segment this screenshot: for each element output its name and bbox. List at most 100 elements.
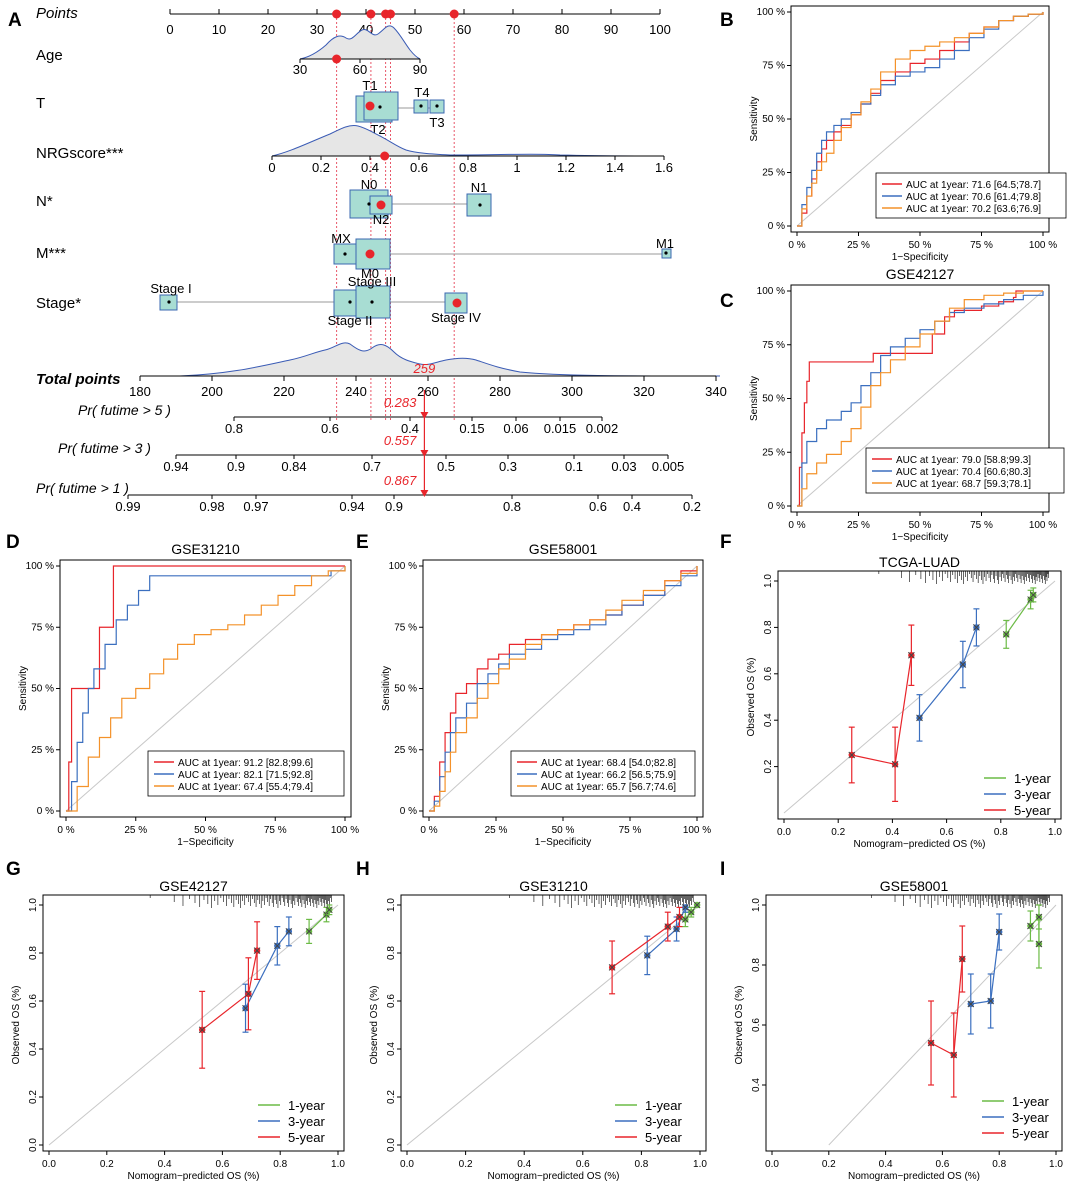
x-tick-label: 50 % (552, 825, 575, 836)
total-tick-label: 240 (345, 384, 367, 399)
M-selected-dot (365, 249, 375, 259)
probability-tick-label: 0.84 (281, 459, 306, 474)
probability-tick-label: 0.2 (683, 499, 701, 514)
calibration-line-blue (244, 931, 290, 1009)
x-tick-label: 0.8 (273, 1159, 287, 1170)
points-tick-label: 10 (212, 22, 226, 37)
chart-title: TCGA-LUAD (880, 0, 961, 3)
y-tick-label: 0.6 (751, 1018, 762, 1032)
y-axis-label: Sensitivity (749, 96, 760, 141)
panel-letter-i: I (720, 859, 725, 880)
nrgscore-density-curve (271, 125, 665, 157)
plot-frame (400, 894, 707, 1152)
calibration-cross (1029, 591, 1037, 599)
probability-tick-label: 0.002 (586, 421, 619, 436)
age-tick-label: 60 (353, 62, 367, 77)
calibration-cross (693, 901, 701, 909)
calibration-cross (950, 1051, 958, 1059)
nomogram-var-label: Stage* (36, 295, 81, 312)
calibration-cross (245, 990, 252, 998)
points-tick-label: 0 (166, 22, 173, 37)
y-tick-label: 0.8 (28, 946, 39, 960)
calibration-cross (848, 751, 856, 759)
x-tick-label: 0.0 (42, 1159, 56, 1170)
calibration-cross (687, 908, 695, 916)
calibration-cross (253, 947, 261, 954)
calibration-cross (608, 964, 616, 971)
N1-point (478, 203, 482, 207)
y-tick-label: 0.4 (28, 1042, 39, 1056)
y-tick-label: 1.0 (386, 898, 397, 912)
probability-tick-label: 0.3 (499, 459, 517, 474)
x-tick-label: 0.2 (100, 1159, 114, 1170)
panel-letter-d: D (6, 532, 20, 553)
legend-label: AUC at 1year: 67.4 [55.4;79.4] (178, 782, 313, 793)
probability-value: 0.867 (384, 473, 417, 488)
probability-tick-label: 0.06 (503, 421, 528, 436)
probability-tick-label: 0.9 (227, 459, 245, 474)
total-tick-label: 200 (201, 384, 223, 399)
calibration-cross (958, 955, 966, 963)
chart-title: GSE58001 (529, 541, 598, 557)
age-tick-label: 30 (293, 62, 307, 77)
y-tick-label: 0.2 (386, 1090, 397, 1104)
stage-level-label: Stage II (328, 313, 373, 328)
x-axis-label: 1−Specificity (177, 837, 233, 848)
calibration-cross (916, 714, 923, 722)
nomogram-var-label: Age (36, 47, 63, 64)
x-tick-label: 25 % (485, 825, 508, 836)
legend-box (875, 172, 1067, 219)
y-tick-label: 0.0 (386, 1138, 397, 1152)
total-tick-label: 220 (273, 384, 295, 399)
age-selected-dot (332, 54, 342, 64)
points-highlight-dot (449, 9, 459, 19)
nrgscore-tick-label: 0.6 (410, 160, 428, 175)
x-tick-label: 0 % (788, 520, 805, 531)
x-tick-label: 1.0 (1049, 1159, 1063, 1170)
x-tick-label: 0.8 (994, 827, 1008, 838)
probability-arrow (420, 450, 429, 457)
x-tick-label: 0 % (57, 825, 74, 836)
y-tick-label: 75 % (31, 622, 54, 633)
probability-tick-label: 0.94 (163, 459, 188, 474)
panel-letter-a: A (8, 10, 22, 31)
nrgscore-tick-label: 0 (268, 160, 275, 175)
x-axis-label: 1−Specificity (892, 252, 948, 263)
y-tick-label: 100 % (26, 561, 54, 572)
T-level-label: T1 (362, 78, 377, 93)
calibration-cross (681, 916, 689, 923)
MX-point (343, 252, 347, 256)
diagonal-reference (65, 565, 346, 812)
legend-label: 1-year (645, 1098, 683, 1113)
y-tick-label: 0.4 (751, 1078, 762, 1092)
legend-label: AUC at 1year: 70.4 [60.6;80.3] (896, 467, 1031, 478)
nrgscore-selected-dot (380, 151, 390, 161)
roc-chart-c: 0 % 25 % 50 % 75 % 100 % 0 % 25 % 50 % 75 % 100 %… (749, 266, 1065, 543)
legend-label: 1-year (1012, 1094, 1050, 1109)
roc-curve-blue (66, 566, 346, 812)
y-tick-label: 1.0 (751, 898, 762, 912)
total-tick-label: 340 (705, 384, 727, 399)
y-tick-label: 50 % (762, 394, 785, 405)
x-tick-label: 75 % (970, 520, 993, 531)
y-tick-label: 0 % (768, 221, 785, 232)
y-tick-label: 0.6 (386, 994, 397, 1008)
y-tick-label: 75 % (394, 622, 417, 633)
M-level-label: MX (331, 231, 351, 246)
y-axis-label: Observed OS (%) (11, 986, 22, 1065)
chart-title: GSE31210 (171, 541, 240, 557)
age-density-curve (299, 25, 421, 60)
nomogram-var-label: T (36, 95, 45, 112)
x-tick-label: 50 % (909, 520, 932, 531)
y-tick-label: 100 % (757, 286, 785, 297)
x-tick-label: 0.4 (517, 1159, 531, 1170)
x-axis-label: 1−Specificity (535, 837, 591, 848)
legend-box (865, 447, 1065, 494)
x-tick-label: 100 % (683, 825, 711, 836)
stage-III-point (370, 300, 374, 304)
roc-chart-e: 0 % 25 % 50 % 75 % 100 % 0 % 25 % 50 % 75 % 100 %… (381, 541, 711, 848)
probability-tick-label: 0.005 (652, 459, 685, 474)
y-tick-label: 25 % (31, 745, 54, 756)
y-axis-label: Sensitivity (749, 376, 760, 421)
